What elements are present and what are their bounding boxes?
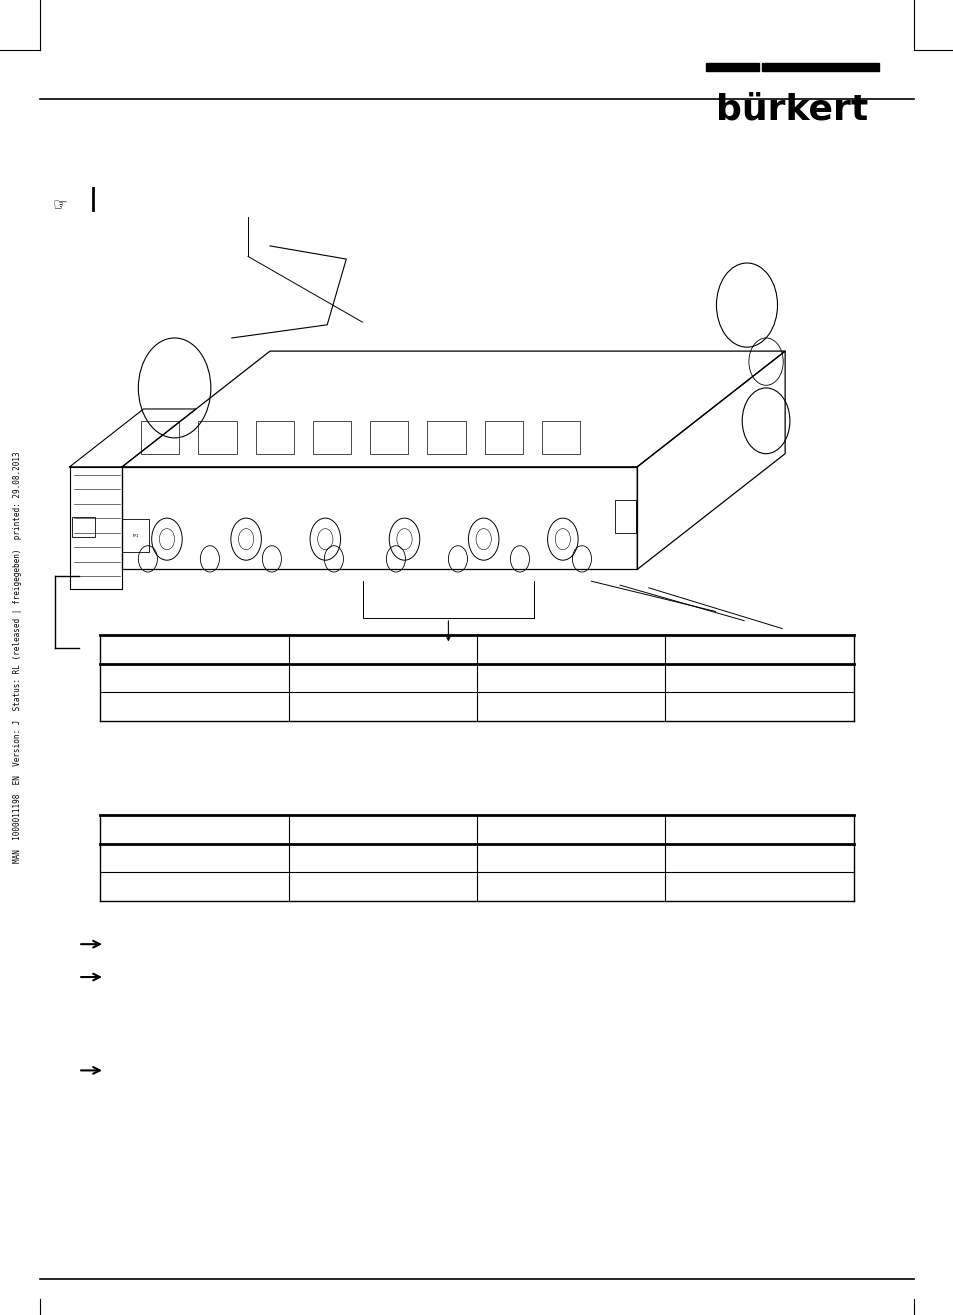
Bar [313, 421, 351, 454]
Text: ☞: ☞ [52, 196, 68, 214]
Bar [761, 63, 878, 71]
Bar [541, 421, 579, 454]
Bar [141, 421, 179, 454]
Bar [370, 421, 408, 454]
Text: MAN  1000011198  EN  Version: J  Status: RL (released | freigegeben)  printed: 2: MAN 1000011198 EN Version: J Status: RL … [12, 451, 22, 864]
Bar [122, 519, 149, 552]
Bar [705, 63, 759, 71]
Bar [198, 421, 236, 454]
Bar [427, 421, 465, 454]
Bar [255, 421, 294, 454]
Text: bürkert: bürkert [715, 92, 867, 126]
Bar [71, 517, 95, 537]
Bar [615, 500, 636, 533]
Bar [484, 421, 522, 454]
Text: P/1: P/1 [132, 534, 138, 538]
